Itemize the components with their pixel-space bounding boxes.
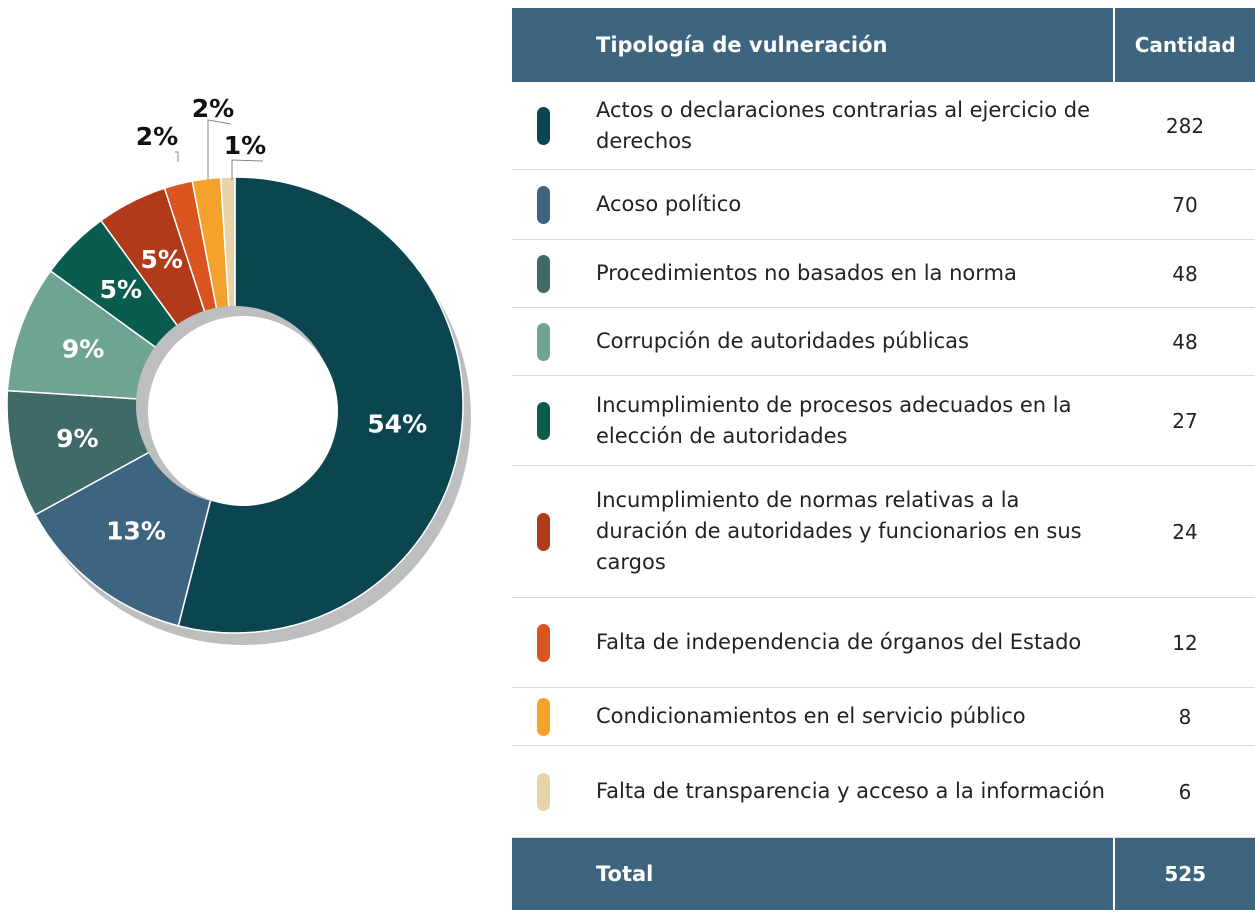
leader-line xyxy=(231,159,264,180)
slice-label: 9% xyxy=(62,334,104,363)
color-marker xyxy=(537,401,550,440)
cell: Tipología de vulneración xyxy=(596,32,888,57)
cell: Cantidad xyxy=(1113,8,1255,82)
cell: 70 xyxy=(1172,192,1198,217)
cell: 12 xyxy=(1172,630,1198,655)
donut-chart: 54% 13% 9% 9% 5%5% 2% 2% 1% xyxy=(6,94,471,645)
color-marker xyxy=(537,254,550,293)
cell: 48 xyxy=(1172,261,1198,286)
table-row: Condicionamientos en el servicio público… xyxy=(512,688,1255,746)
hole xyxy=(148,316,338,506)
table-row: Falta de transparencia y acceso a la inf… xyxy=(512,746,1255,838)
cell: Falta de independencia de órganos del Es… xyxy=(596,630,1082,654)
color-marker xyxy=(537,322,550,361)
table-row: Incumplimiento de procesos adecuados en … xyxy=(512,376,1255,466)
cell: Acoso político xyxy=(596,192,742,216)
table-row: Procedimientos no basados en la norma 48 xyxy=(512,240,1255,308)
cell: 24 xyxy=(1172,519,1198,544)
slice-label: 2% xyxy=(192,94,234,123)
table: Tipología de vulneración Cantidad Actos o … xyxy=(512,8,1255,910)
cell: Incumplimiento de procesos adecuados en … xyxy=(596,392,1072,448)
slice-label: 13% xyxy=(106,517,166,546)
color-marker xyxy=(537,623,550,662)
table-row: Total 525 xyxy=(512,838,1255,910)
slice-label: 2% xyxy=(136,122,178,151)
cell: Falta de transparencia y acceso a la inf… xyxy=(596,779,1105,803)
table-row: Falta de independencia de órganos del Es… xyxy=(512,598,1255,688)
leader-line xyxy=(175,151,179,162)
color-marker xyxy=(537,106,550,145)
slice-label: 5% xyxy=(140,245,182,274)
leader-line xyxy=(207,119,232,180)
color-marker xyxy=(537,697,550,736)
table-row: Corrupción de autoridades públicas 48 xyxy=(512,308,1255,376)
cell: 525 xyxy=(1113,838,1255,910)
cell: Corrupción de autoridades públicas xyxy=(596,329,969,353)
cell: 48 xyxy=(1172,329,1198,354)
cell: Condicionamientos en el servicio público xyxy=(596,704,1026,728)
table-row: Tipología de vulneración Cantidad xyxy=(512,8,1255,82)
table-row: Incumplimiento de normas relativas a la … xyxy=(512,466,1255,598)
color-marker xyxy=(537,512,550,551)
slice-label: 9% xyxy=(56,424,98,453)
cell: 6 xyxy=(1178,779,1192,804)
color-marker xyxy=(537,772,550,811)
slice-label: 5% xyxy=(100,275,142,304)
table-row: Actos o declaraciones contrarias al ejer… xyxy=(512,82,1255,170)
slice-label: 54% xyxy=(367,409,427,438)
cell: Total xyxy=(596,861,654,886)
color-marker xyxy=(537,185,550,224)
cell: 27 xyxy=(1172,408,1198,433)
cell: 8 xyxy=(1178,704,1192,729)
cell: 282 xyxy=(1165,113,1205,138)
cell: Incumplimiento de normas relativas a la … xyxy=(596,488,1082,574)
table-row: Acoso político 70 xyxy=(512,170,1255,240)
cell: Procedimientos no basados en la norma xyxy=(596,261,1017,285)
slice-label: 1% xyxy=(224,131,266,160)
cell: Actos o declaraciones contrarias al ejer… xyxy=(596,97,1090,153)
